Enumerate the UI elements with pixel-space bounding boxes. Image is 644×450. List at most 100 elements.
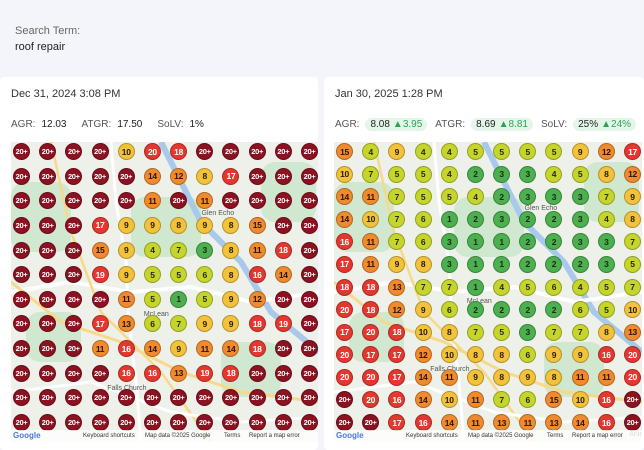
- rank-pin[interactable]: 7: [388, 233, 406, 251]
- rank-pin[interactable]: 13: [624, 323, 641, 341]
- rank-pin[interactable]: 16: [597, 391, 615, 409]
- rank-pin[interactable]: 12: [597, 143, 615, 160]
- rank-pin[interactable]: 8: [170, 216, 188, 234]
- rank-pin[interactable]: 17: [388, 346, 406, 364]
- rank-pin[interactable]: 17: [362, 346, 380, 364]
- rank-pin[interactable]: 7: [545, 323, 563, 341]
- rank-pin[interactable]: 6: [571, 301, 589, 319]
- rank-pin[interactable]: 16: [143, 364, 161, 382]
- rank-pin[interactable]: 17: [336, 323, 353, 341]
- rank-pin[interactable]: 4: [440, 165, 458, 183]
- rank-pin[interactable]: 1: [466, 278, 484, 296]
- rank-pin[interactable]: 4: [493, 278, 511, 296]
- rank-pin[interactable]: 20+: [143, 389, 161, 407]
- rank-pin[interactable]: 20+: [13, 414, 30, 431]
- rank-pin[interactable]: 20+: [301, 290, 318, 308]
- rank-pin[interactable]: 11: [362, 255, 380, 273]
- rank-pin[interactable]: 9: [571, 346, 589, 364]
- rank-pin[interactable]: 11: [362, 233, 380, 251]
- rank-pin[interactable]: 20: [362, 391, 380, 409]
- rank-pin[interactable]: 1: [493, 255, 511, 273]
- rank-pin[interactable]: 1: [440, 210, 458, 228]
- rank-pin[interactable]: 20+: [65, 167, 83, 185]
- rank-pin[interactable]: 16: [388, 391, 406, 409]
- rank-pin[interactable]: 11: [196, 192, 214, 210]
- rank-pin[interactable]: 2: [571, 255, 589, 273]
- rank-pin[interactable]: 10: [440, 391, 458, 409]
- rank-pin[interactable]: 20+: [117, 414, 135, 431]
- rank-pin[interactable]: 20+: [13, 364, 30, 382]
- rank-pin[interactable]: 17: [336, 255, 353, 273]
- rank-pin[interactable]: 20+: [117, 389, 135, 407]
- rank-pin[interactable]: 20+: [301, 389, 318, 407]
- rank-pin[interactable]: 20+: [65, 216, 83, 234]
- rank-pin[interactable]: 8: [493, 346, 511, 364]
- rank-pin[interactable]: 20+: [13, 143, 30, 160]
- rank-pin[interactable]: 20+: [248, 414, 266, 431]
- rank-pin[interactable]: 14: [222, 340, 240, 358]
- rank-pin[interactable]: 5: [388, 165, 406, 183]
- rank-pin[interactable]: 11: [196, 340, 214, 358]
- rank-pin[interactable]: 11: [248, 241, 266, 259]
- rank-pin[interactable]: 20: [624, 346, 641, 364]
- rank-pin[interactable]: 7: [414, 278, 432, 296]
- rank-pin[interactable]: 20+: [301, 167, 318, 185]
- rank-pin[interactable]: 20+: [13, 216, 30, 234]
- rank-pin[interactable]: 20+: [274, 414, 292, 431]
- rank-pin[interactable]: 20+: [222, 143, 240, 160]
- rank-pin[interactable]: 10: [440, 346, 458, 364]
- rank-pin[interactable]: 7: [170, 241, 188, 259]
- rank-pin[interactable]: 5: [143, 266, 161, 284]
- rank-pin[interactable]: 12: [170, 167, 188, 185]
- rank-pin[interactable]: 8: [196, 167, 214, 185]
- rank-pin[interactable]: 20+: [91, 389, 109, 407]
- rank-pin[interactable]: 17: [91, 216, 109, 234]
- rank-pin[interactable]: 5: [519, 143, 537, 160]
- rank-pin[interactable]: 18: [248, 315, 266, 333]
- rank-pin[interactable]: 20+: [274, 290, 292, 308]
- rank-pin[interactable]: 18: [274, 241, 292, 259]
- rank-pin[interactable]: 1: [466, 233, 484, 251]
- terms-link[interactable]: Terms: [224, 433, 241, 439]
- rank-pin[interactable]: 2: [545, 255, 563, 273]
- rank-pin[interactable]: 12: [624, 165, 641, 183]
- rank-pin[interactable]: 11: [362, 188, 380, 206]
- rank-pin[interactable]: 18: [336, 278, 353, 296]
- keyboard-shortcuts-link[interactable]: Keyboard shortcuts: [406, 433, 458, 439]
- rank-pin[interactable]: 6: [519, 346, 537, 364]
- rank-pin[interactable]: 3: [545, 188, 563, 206]
- rank-pin[interactable]: 6: [440, 301, 458, 319]
- rank-pin[interactable]: 7: [493, 391, 511, 409]
- rank-pin[interactable]: 20+: [170, 389, 188, 407]
- rank-pin[interactable]: 7: [624, 278, 641, 296]
- rank-pin[interactable]: 12: [248, 290, 266, 308]
- rank-pin[interactable]: 20+: [39, 364, 57, 382]
- rank-pin[interactable]: 15: [248, 216, 266, 234]
- rank-pin[interactable]: 4: [414, 143, 432, 160]
- rank-pin[interactable]: 20+: [301, 192, 318, 210]
- rank-pin[interactable]: 20+: [274, 192, 292, 210]
- rank-pin[interactable]: 15: [91, 241, 109, 259]
- rank-pin[interactable]: 12: [388, 301, 406, 319]
- rank-pin[interactable]: 11: [143, 192, 161, 210]
- rank-pin[interactable]: 15: [545, 391, 563, 409]
- rank-pin[interactable]: 20+: [65, 266, 83, 284]
- rank-pin[interactable]: 20+: [170, 192, 188, 210]
- rank-pin[interactable]: 2: [466, 210, 484, 228]
- rank-pin[interactable]: 3: [571, 233, 589, 251]
- rank-pin[interactable]: 4: [571, 278, 589, 296]
- rank-pin[interactable]: 8: [466, 346, 484, 364]
- rank-pin[interactable]: 9: [222, 290, 240, 308]
- rank-pin[interactable]: 20: [336, 368, 353, 386]
- rank-pin[interactable]: 3: [493, 210, 511, 228]
- rank-pin[interactable]: 1: [170, 290, 188, 308]
- rank-pin[interactable]: 2: [493, 301, 511, 319]
- rank-pin[interactable]: 20+: [39, 266, 57, 284]
- rank-pin[interactable]: 8: [545, 368, 563, 386]
- rank-pin[interactable]: 9: [414, 301, 432, 319]
- rank-pin[interactable]: 20+: [91, 364, 109, 382]
- rank-pin[interactable]: 8: [414, 255, 432, 273]
- rank-pin[interactable]: 20+: [301, 315, 318, 333]
- rank-pin[interactable]: 13: [170, 364, 188, 382]
- rank-pin[interactable]: 8: [493, 368, 511, 386]
